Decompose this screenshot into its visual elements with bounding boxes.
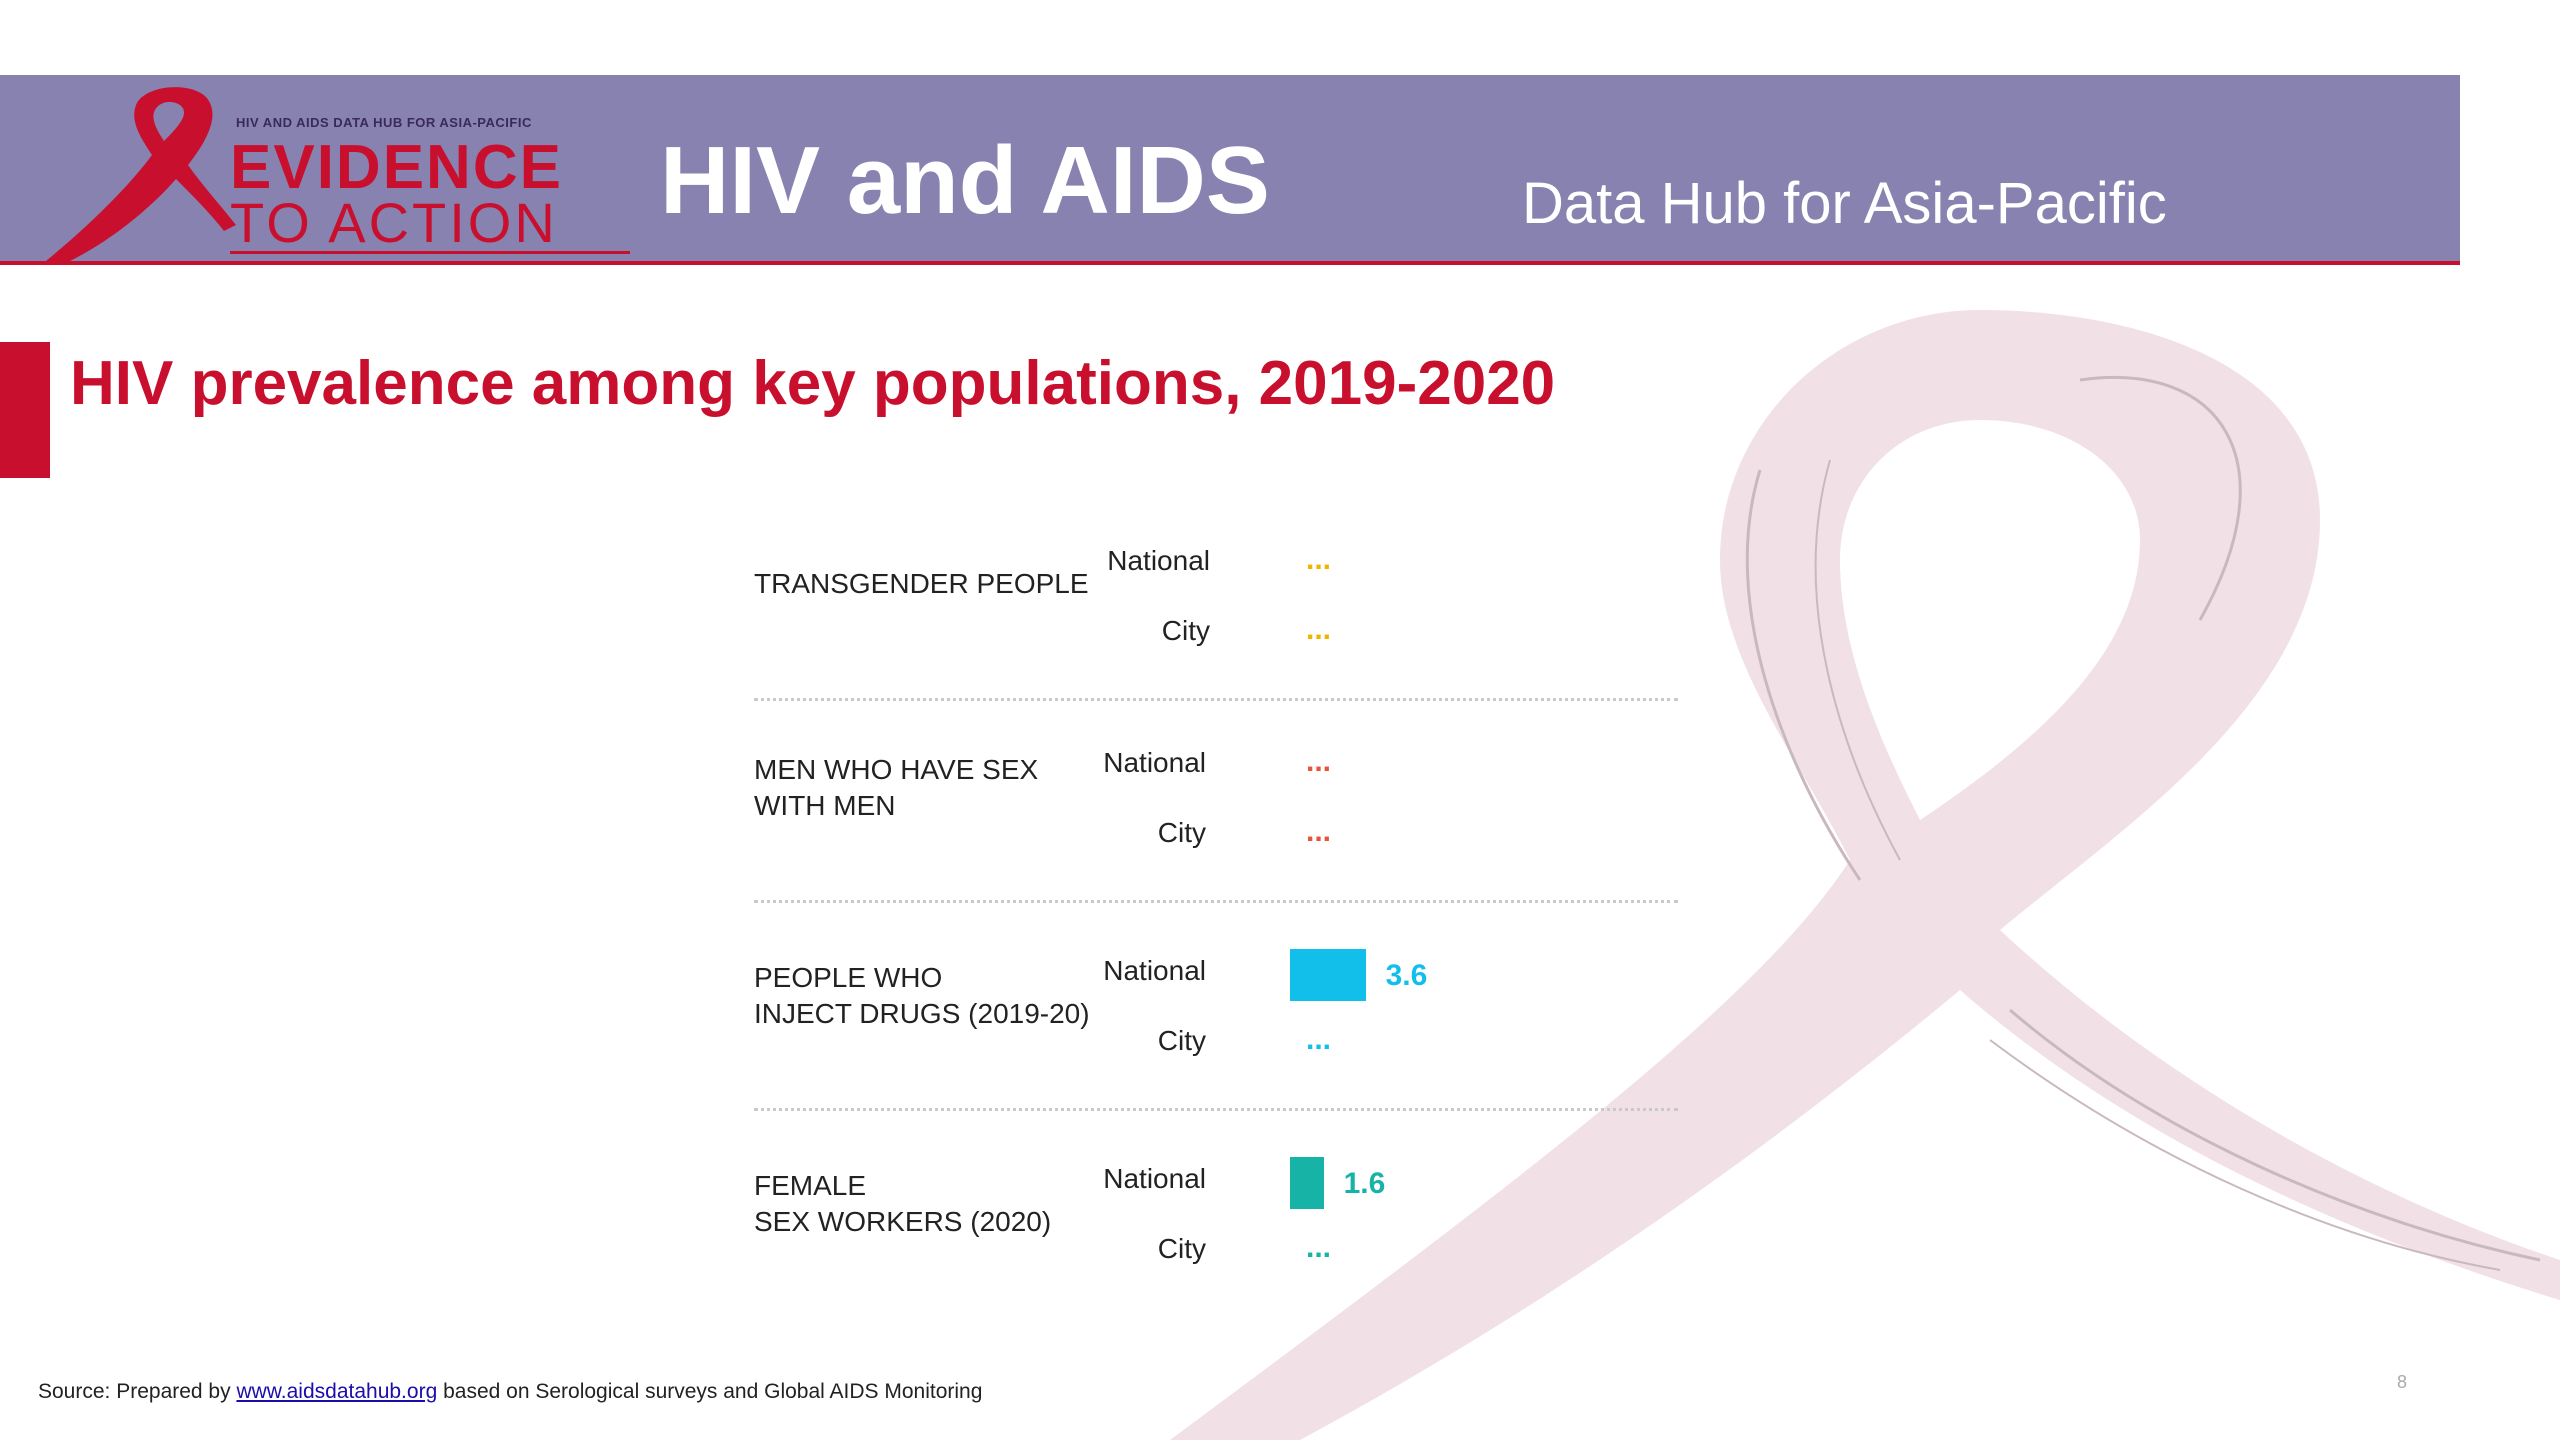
row-divider	[754, 900, 1678, 903]
group-label-line: INJECT DRUGS (2019-20)	[754, 998, 1090, 1029]
value-bar	[1290, 1157, 1324, 1209]
group-label: TRANSGENDER PEOPLE	[754, 566, 1094, 602]
level-label: City	[1157, 1233, 1206, 1264]
missing-value-label: ...	[1306, 613, 1332, 646]
header-subtitle: Data Hub for Asia-Pacific	[1522, 171, 2167, 236]
value-label: 1.6	[1343, 1167, 1386, 1200]
page-number: 8	[2397, 1372, 2408, 1392]
logo-rule	[230, 251, 630, 254]
level-label: National	[1103, 747, 1206, 778]
population-group: PEOPLE WHO INJECT DRUGS (2019-20) National…	[0, 930, 2560, 1110]
source-suffix: based on Serological surveys and Global …	[443, 1380, 983, 1403]
group-label: MEN WHO HAVE SEX WITH MEN	[754, 752, 1094, 824]
header-banner: HIV AND AIDS DATA HUB FOR ASIA-PACIFIC E…	[0, 75, 2460, 265]
source-link[interactable]: www.aidsdatahub.org	[236, 1380, 438, 1403]
group-label-line: SEX WORKERS (2020)	[754, 1206, 1052, 1237]
value-label: 3.6	[1385, 959, 1428, 992]
title-accent-bar	[0, 342, 50, 478]
source-prefix: Source: Prepared by	[38, 1380, 231, 1403]
level-label: National	[1107, 545, 1210, 576]
level-label: National	[1103, 1163, 1206, 1194]
group-label-line: FEMALE	[754, 1170, 867, 1201]
population-group: MEN WHO HAVE SEX WITH MEN National... City.…	[0, 722, 2560, 902]
group-label: PEOPLE WHO INJECT DRUGS (2019-20)	[754, 960, 1094, 1032]
row-divider	[754, 698, 1678, 701]
logo-tagline: HIV AND AIDS DATA HUB FOR ASIA-PACIFIC	[236, 115, 532, 130]
missing-value-label: ...	[1306, 815, 1332, 848]
population-group: FEMALE SEX WORKERS (2020) National 1.6 City.…	[0, 1138, 2560, 1318]
source-note: Source: Prepared by www.aidsdatahub.org …	[38, 1380, 982, 1404]
group-label-line: TRANSGENDER PEOPLE	[754, 568, 1089, 599]
row-divider	[754, 1108, 1678, 1111]
chart-title: HIV prevalence among key populations, 20…	[70, 349, 1556, 418]
missing-value-label: ...	[1306, 1023, 1332, 1056]
evidence-to-action-logo: HIV AND AIDS DATA HUB FOR ASIA-PACIFIC E…	[40, 85, 630, 261]
missing-value-label: ...	[1306, 1231, 1332, 1264]
population-group: TRANSGENDER PEOPLE National... City...	[0, 520, 2560, 700]
level-label: National	[1103, 955, 1206, 986]
group-label-line: WITH MEN	[754, 790, 896, 821]
group-label-line: PEOPLE WHO	[754, 962, 943, 993]
level-label: City	[1157, 817, 1206, 848]
logo-word-evidence: EVIDENCE	[230, 133, 563, 202]
red-ribbon-icon	[46, 87, 236, 261]
group-label: FEMALE SEX WORKERS (2020)	[754, 1168, 1094, 1240]
logo-word-to-action: TO ACTION	[230, 191, 558, 254]
header-title: HIV and AIDS	[660, 127, 1270, 234]
level-label: City	[1157, 1025, 1206, 1056]
missing-value-label: ...	[1306, 543, 1332, 576]
group-label-line: MEN WHO HAVE SEX	[754, 754, 1039, 785]
missing-value-label: ...	[1306, 745, 1332, 778]
level-label: City	[1161, 615, 1210, 646]
value-bar	[1290, 949, 1366, 1001]
